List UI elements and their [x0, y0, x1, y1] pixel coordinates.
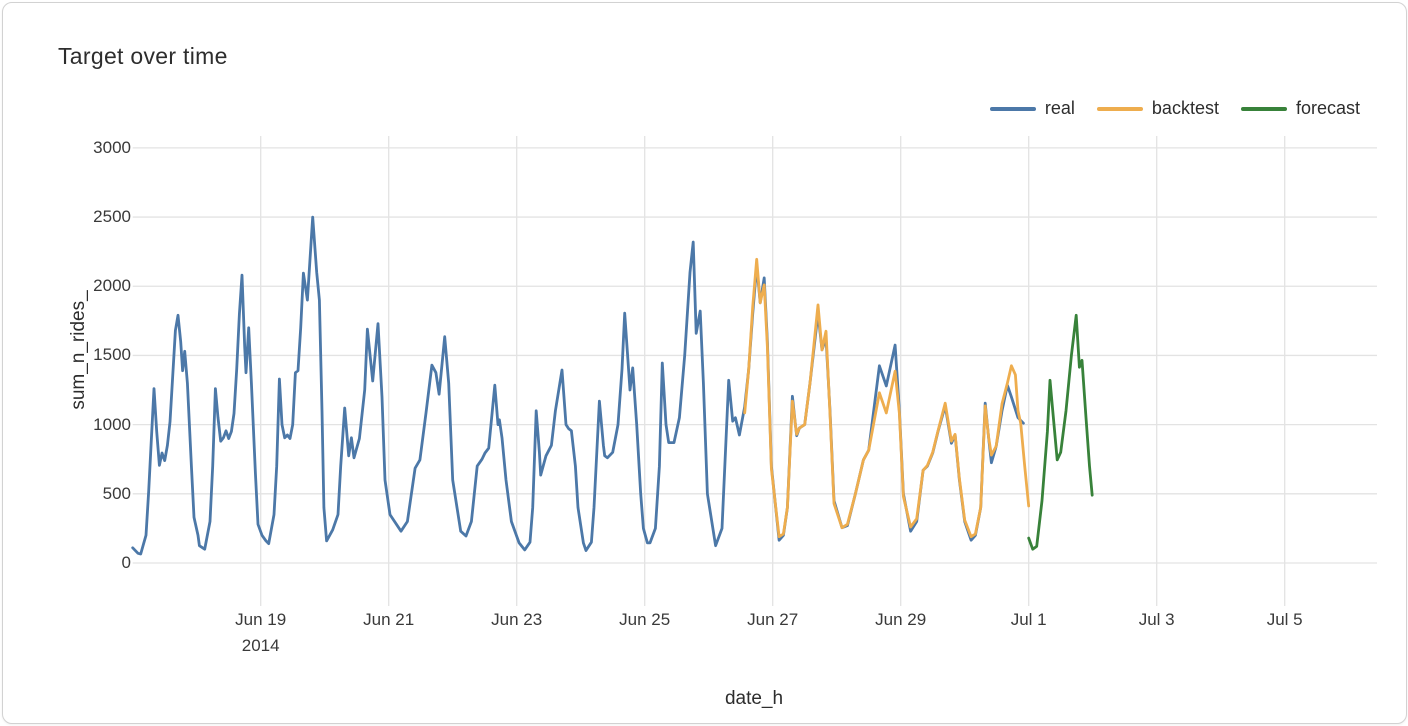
x-tick-label: Jun 19 2014	[235, 607, 286, 660]
x-tick-label: Jul 3	[1138, 610, 1175, 629]
legend-item-backtest[interactable]: backtest	[1096, 98, 1219, 119]
x-tick-label: Jun 21	[363, 610, 415, 629]
legend-item-real[interactable]: real	[989, 98, 1075, 119]
y-tick-label: 2000	[93, 276, 131, 296]
y-tick-label: 3000	[93, 137, 131, 157]
legend-label: real	[1044, 98, 1075, 118]
series-line-real[interactable]	[131, 215, 1025, 556]
x-axis-title: date_h	[724, 688, 784, 709]
legend-swatch-real	[989, 106, 1036, 111]
legend: real backtest forecast	[989, 98, 1360, 119]
y-tick-label: 2500	[93, 207, 131, 227]
chart-title: Target over time	[58, 43, 228, 69]
plot-area[interactable]	[3, 3, 1406, 723]
y-tick-label: 500	[102, 483, 131, 503]
legend-swatch-backtest	[1096, 106, 1143, 111]
y-tick-label: 1000	[93, 414, 131, 434]
legend-swatch-forecast	[1240, 106, 1287, 111]
legend-label: forecast	[1295, 98, 1360, 118]
legend-label: backtest	[1151, 98, 1219, 118]
y-axis-title: sum_n_rides_	[68, 290, 89, 410]
x-tick-label: Jun 29	[875, 610, 927, 629]
y-tick-label: 1500	[93, 345, 131, 365]
series-line-backtest[interactable]	[743, 257, 1031, 539]
x-tick-year: 2014	[241, 636, 280, 656]
x-tick-label: Jun 25	[619, 610, 671, 629]
y-tick-label: 0	[121, 553, 131, 572]
x-tick-label: Jul 5	[1266, 610, 1303, 629]
x-tick-label: Jun 23	[491, 610, 543, 629]
x-tick-label: Jun 27	[747, 610, 799, 629]
series-line-forecast[interactable]	[1027, 313, 1094, 551]
legend-item-forecast[interactable]: forecast	[1240, 98, 1360, 119]
x-tick-label: Jul 1	[1010, 610, 1047, 629]
